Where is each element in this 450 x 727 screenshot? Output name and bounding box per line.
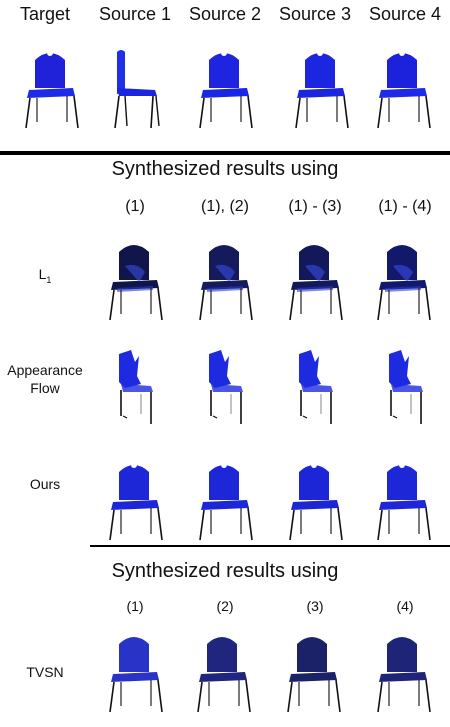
- target-chair-image: [5, 44, 85, 130]
- ours-result-3: [275, 456, 355, 542]
- appearance-flow-result-2: [185, 344, 265, 430]
- section2-col-1: (1): [126, 598, 144, 614]
- row-label-tvsn: TVSN: [26, 664, 64, 680]
- section2-col-3: (3): [306, 598, 324, 614]
- section2-col-2: (2): [216, 598, 234, 614]
- ours-result-1: [95, 456, 175, 542]
- tvsn-result-1: [95, 628, 175, 714]
- tvsn-result-4: [365, 628, 445, 714]
- l1-result-2: [185, 236, 265, 322]
- l1-result-4: [365, 236, 445, 322]
- source4-chair-image: [365, 44, 445, 130]
- section-divider-thick: [0, 151, 450, 155]
- section1-col-1: (1): [125, 198, 145, 215]
- header-source-3: Source 3: [278, 4, 352, 24]
- ours-result-4: [365, 456, 445, 542]
- row-label-l1: L1: [0, 265, 90, 289]
- tvsn-result-3: [275, 628, 355, 714]
- source3-chair-image: [275, 44, 355, 130]
- l1-result-3: [275, 236, 355, 322]
- row-label-l1-main: L: [38, 266, 47, 282]
- source1-chair-image: [95, 44, 175, 130]
- header-source-4: Source 4: [368, 4, 442, 24]
- row-label-appearance: Appearance: [7, 362, 83, 378]
- appearance-flow-result-1: [95, 344, 175, 430]
- ours-result-2: [185, 456, 265, 542]
- tvsn-result-2: [185, 628, 265, 714]
- appearance-flow-result-4: [365, 344, 445, 430]
- section-divider-thin: [90, 545, 450, 547]
- l1-result-1: [95, 236, 175, 322]
- row-label-appearance-flow: Appearance Flow: [0, 361, 90, 397]
- section2-col-4: (4): [396, 598, 414, 614]
- header-target: Target: [19, 4, 71, 24]
- section1-col-2: (1), (2): [201, 198, 249, 215]
- appearance-flow-result-3: [275, 344, 355, 430]
- section1-title: Synthesized results using: [111, 158, 339, 180]
- row-label-ours: Ours: [29, 476, 61, 492]
- section1-col-4: (1) - (4): [378, 198, 432, 215]
- header-source-2: Source 2: [188, 4, 262, 24]
- row-label-flow: Flow: [30, 380, 60, 396]
- source2-chair-image: [185, 44, 265, 130]
- row-label-l1-sub: 1: [46, 274, 52, 285]
- section1-col-3: (1) - (3): [288, 198, 342, 215]
- header-source-1: Source 1: [98, 4, 172, 24]
- section2-title: Synthesized results using: [111, 560, 339, 582]
